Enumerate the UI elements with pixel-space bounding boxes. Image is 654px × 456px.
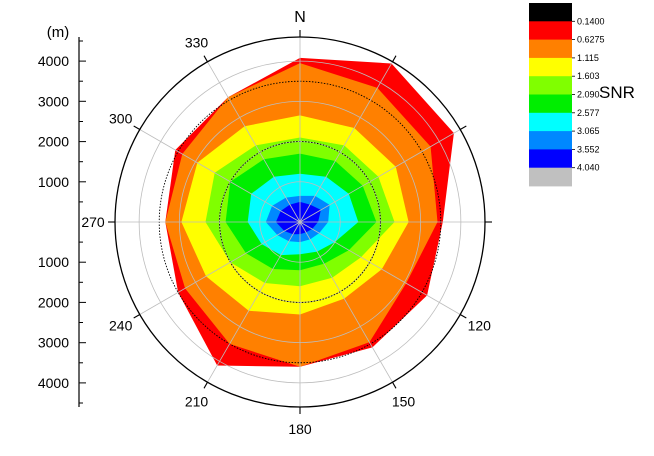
radial-tick-label: 1000 — [38, 174, 69, 190]
angle-label-330: 330 — [185, 35, 209, 51]
colorbar-level-label: 2.090 — [577, 90, 600, 100]
angle-label-300: 300 — [109, 111, 133, 127]
angle-label-180: 180 — [288, 421, 312, 437]
contour-bands — [165, 57, 454, 367]
colorbar-level-label: 1.603 — [577, 71, 600, 81]
radial-tick-label: 2000 — [38, 134, 69, 150]
angle-tick-240 — [133, 314, 141, 319]
spoke-210 — [207, 221, 301, 383]
spoke-300 — [139, 129, 301, 223]
radial-tick-label: 4000 — [38, 375, 69, 391]
colorbar-swatch-1 — [529, 21, 572, 40]
radial-tick-label: 2000 — [38, 294, 69, 310]
colorbar-swatch-7 — [529, 131, 572, 150]
colorbar-swatch-8 — [529, 149, 572, 169]
angle-tick-120 — [459, 314, 467, 319]
spoke-60 — [299, 129, 461, 223]
colorbar-level-label: 2.577 — [577, 108, 600, 118]
spoke-150 — [299, 221, 393, 383]
spoke-330 — [207, 61, 301, 223]
radial-tick-label: 1000 — [38, 254, 69, 270]
angle-label-150: 150 — [392, 393, 416, 409]
colorbar-swatch-5 — [529, 94, 572, 114]
angle-labels: 330 300 270 240 210 180 150 120 — [81, 35, 491, 437]
angle-tick-150 — [392, 381, 397, 389]
angle-tick-210 — [203, 381, 208, 389]
colorbar-swatch-6 — [529, 112, 572, 132]
angle-tick-60 — [459, 125, 467, 130]
radial-axis: 4000 3000 2000 1000 1000 2000 3000 4000 — [38, 37, 86, 407]
colorbar-level-label: 0.1400 — [577, 16, 605, 26]
angle-label-210: 210 — [185, 393, 209, 409]
contour-band-7 — [275, 201, 321, 235]
colorbar-swatch-2 — [529, 39, 572, 59]
colorbar: 0.1400 0.6275 1.115 1.603 2.090 2.577 3.065 3.5… — [529, 3, 605, 187]
angle-tick-30 — [392, 55, 397, 63]
spoke-30 — [299, 61, 393, 223]
north-label: N — [294, 9, 306, 26]
angle-label-240: 240 — [109, 318, 133, 334]
colorbar-level-label: 0.6275 — [577, 35, 605, 45]
colorbar-level-label: 3.065 — [577, 126, 600, 136]
radial-tick-label: 4000 — [38, 53, 69, 69]
angle-tick-300 — [133, 125, 141, 130]
radial-unit-label: (m) — [47, 24, 70, 41]
angle-label-120: 120 — [468, 318, 492, 334]
colorbar-level-label: 4.040 — [577, 163, 600, 173]
colorbar-swatch-0 — [529, 3, 572, 22]
angle-tick-330 — [203, 55, 208, 63]
colorbar-level-label: 3.552 — [577, 144, 600, 154]
colorbar-title: SNR — [599, 83, 635, 102]
colorbar-swatch-4 — [529, 76, 572, 95]
radial-tick-label: 3000 — [38, 93, 69, 109]
angle-label-270: 270 — [81, 214, 105, 230]
spoke-120 — [299, 221, 461, 315]
colorbar-level-label: 1.115 — [577, 53, 599, 63]
polar-grid — [108, 30, 492, 414]
radial-tick-label: 3000 — [38, 335, 69, 351]
colorbar-swatch-3 — [529, 57, 572, 77]
spoke-240 — [139, 221, 301, 315]
colorbar-swatch-9 — [529, 167, 572, 187]
